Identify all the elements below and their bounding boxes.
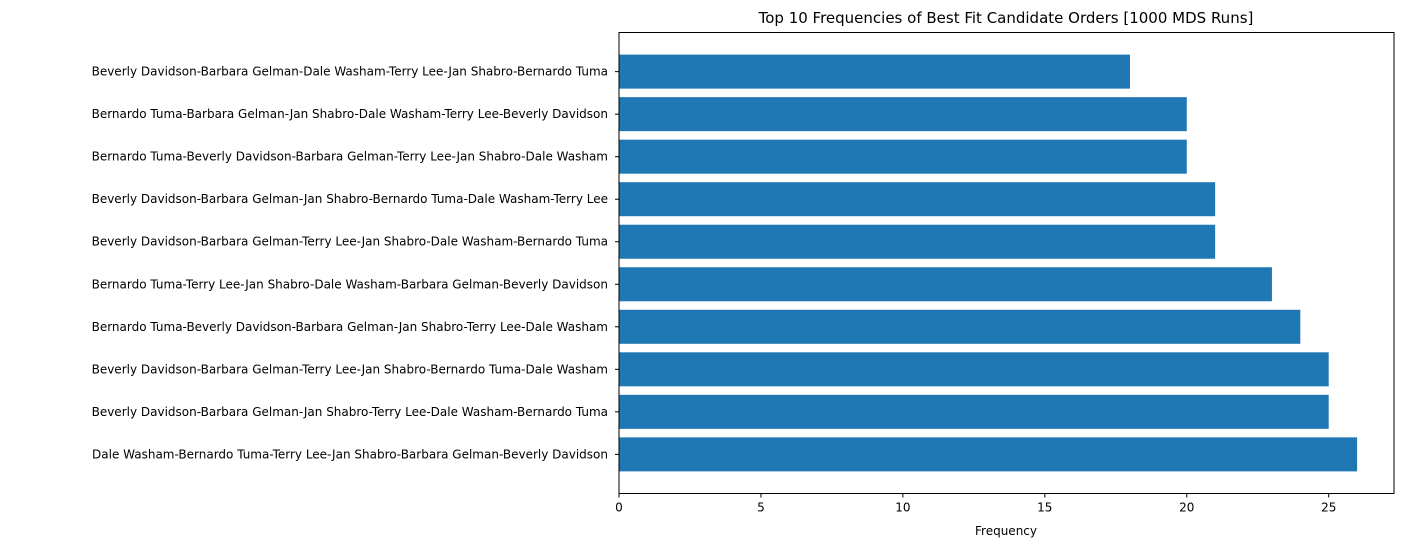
x-axis-ticks: 0 5 10 15 20 25 [615, 493, 1336, 515]
category-label: Beverly Davidson-Barbara Gelman-Jan Shab… [92, 192, 608, 206]
x-tick-label: 0 [615, 501, 623, 515]
bar [619, 97, 1187, 132]
bar [619, 437, 1358, 472]
bar [619, 267, 1272, 302]
category-labels: Beverly Davidson-Barbara Gelman-Dale Was… [92, 65, 619, 461]
x-tick-label: 20 [1179, 501, 1194, 515]
category-label: Bernardo Tuma-Barbara Gelman-Jan Shabro-… [92, 107, 608, 121]
x-tick-label: 25 [1321, 501, 1336, 515]
x-tick-label: 5 [757, 501, 765, 515]
bar [619, 394, 1329, 429]
plot-frame [618, 32, 1395, 494]
bar [619, 224, 1216, 259]
x-tick-label: 10 [895, 501, 910, 515]
category-label: Bernardo Tuma-Beverly Davidson-Barbara G… [92, 150, 608, 164]
bar [619, 54, 1130, 89]
x-axis-label: Frequency [975, 524, 1037, 538]
bar [619, 139, 1187, 174]
category-label: Beverly Davidson-Barbara Gelman-Dale Was… [92, 65, 608, 79]
x-tick-label: 15 [1037, 501, 1052, 515]
category-label: Dale Washam-Bernardo Tuma-Terry Lee-Jan … [92, 447, 608, 461]
category-label: Beverly Davidson-Barbara Gelman-Terry Le… [92, 362, 608, 376]
bar [619, 182, 1216, 217]
category-label: Beverly Davidson-Barbara Gelman-Terry Le… [92, 235, 608, 249]
bar [619, 352, 1329, 387]
category-label: Bernardo Tuma-Terry Lee-Jan Shabro-Dale … [92, 277, 608, 291]
chart-title: Top 10 Frequencies of Best Fit Candidate… [758, 9, 1254, 27]
bars-group [619, 54, 1358, 472]
category-label: Beverly Davidson-Barbara Gelman-Jan Shab… [92, 405, 608, 419]
bar [619, 309, 1301, 344]
category-label: Bernardo Tuma-Beverly Davidson-Barbara G… [92, 320, 608, 334]
